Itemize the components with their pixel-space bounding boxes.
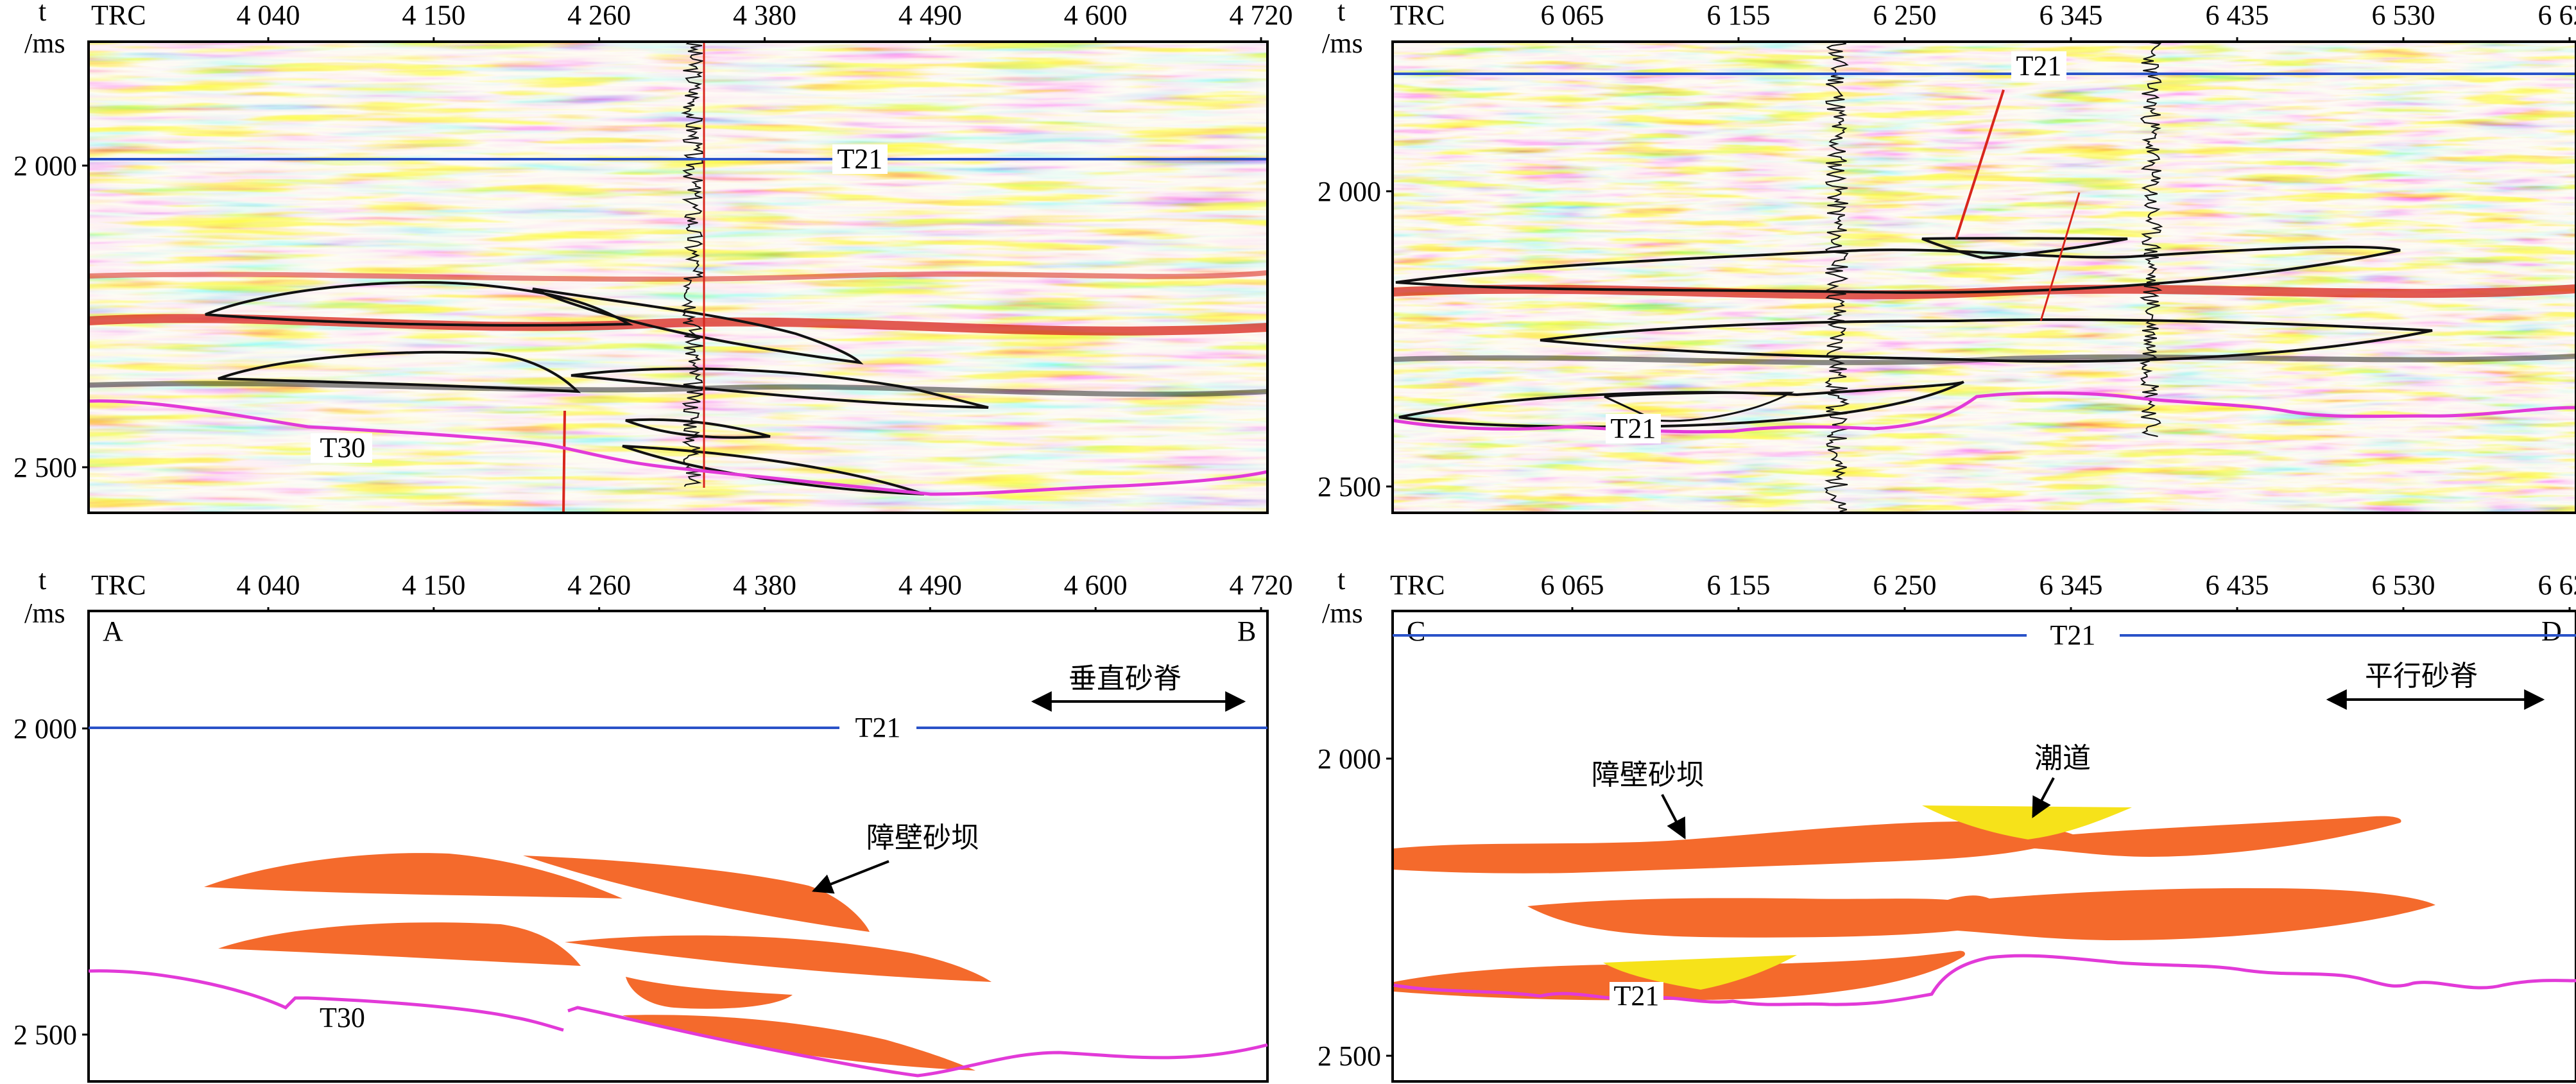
horizon-label-t21-bottom: T21: [1611, 413, 1656, 444]
seismic-section: [89, 42, 1267, 513]
trc-tick-labels: 4 040 4 150 4 260 4 380 4 490 4 600 4 720: [237, 0, 1293, 44]
horizon-lower-line: [1393, 391, 2576, 434]
trc-tick-labels: 6 065 6 155 6 250 6 345 6 435 6 530 6 620: [1541, 569, 2576, 614]
horizon-label-t21-top: T21: [2050, 619, 2096, 651]
trc-tick-label: 6 435: [2206, 0, 2269, 31]
well-log-trace: [2139, 42, 2163, 437]
well-log-trace: [680, 42, 705, 487]
time-tick-labels: 2 000 2 500: [13, 713, 89, 1051]
tidal-channels: [1603, 805, 2132, 990]
seismic-panel-right: t /ms TRC 6 065 6 155 6 250 6 345 6 435 6 530…: [1318, 0, 2576, 514]
axis-ms-label: /ms: [24, 28, 65, 59]
trc-tick-label: 6 345: [2039, 0, 2103, 31]
axis-ms-label: /ms: [24, 598, 65, 629]
horizon-t30-line: [88, 969, 564, 1032]
time-tick-labels: 2 000 2 500: [1318, 176, 1393, 503]
axis-t-label: t: [1337, 0, 1345, 27]
trc-tick-label: 4 150: [402, 569, 465, 601]
horizon-t30-line: [89, 399, 1267, 496]
time-tick-label: 2 500: [13, 1019, 77, 1051]
time-tick-label: 2 500: [1318, 1040, 1381, 1072]
trc-tick-label: 4 260: [567, 0, 631, 31]
axis-trc-label: TRC: [1390, 569, 1445, 601]
trc-tick-label: 4 490: [898, 569, 962, 601]
interpretation-panel-left: t /ms TRC 4 040 4 150 4 260 4 380 4 490 4 600…: [13, 564, 1293, 1083]
interpretation-panel-right: t /ms TRC 6 065 6 155 6 250 6 345 6 435 6 530…: [1318, 564, 2576, 1083]
trc-tick-label: 6 065: [1541, 0, 1604, 31]
well-log-trace: [1824, 42, 1850, 512]
trc-tick-label: 6 620: [2538, 569, 2576, 601]
trc-tick-label: 6 435: [2206, 569, 2269, 601]
corner-label-c: C: [1407, 615, 1425, 647]
horizon-label-t21-bottom: T21: [1614, 980, 1660, 1011]
trc-tick-label: 6 155: [1707, 0, 1771, 31]
horizon-label-t21: T21: [837, 143, 883, 175]
axis-trc-label: TRC: [91, 569, 146, 601]
trc-tick-label: 4 260: [567, 569, 631, 601]
axis-ms-label: /ms: [1322, 28, 1363, 59]
time-tick-label: 2 000: [1318, 743, 1381, 775]
time-tick-labels: 2 000 2 500: [1318, 743, 1393, 1072]
axis-t-label: t: [39, 564, 46, 596]
trc-tick-label: 4 040: [237, 569, 300, 601]
direction-label: 平行砂脊: [2365, 660, 2478, 692]
seismic-amplitude-image: [1393, 42, 2576, 513]
annotation-tidal-channel: 潮道: [2034, 743, 2091, 774]
horizon-label-t21: T21: [855, 712, 901, 743]
time-tick-labels: 2 000 2 500: [13, 150, 89, 483]
trc-tick-label: 6 065: [1541, 569, 1604, 601]
seismic-section: [1393, 42, 2576, 513]
trc-tick-label: 6 530: [2372, 0, 2435, 31]
seismic-panel-left: t /ms TRC 4 040 4 150 4 260 4 380 4 490 4 600…: [13, 0, 1293, 514]
trc-tick-labels: 6 065 6 155 6 250 6 345 6 435 6 530 6 620: [1541, 0, 2576, 44]
trc-tick-label: 4 720: [1230, 0, 1293, 31]
annotation-arrow: [1661, 794, 1686, 839]
annotation-barrier-sandbar: 障壁砂坝: [1592, 759, 1704, 791]
trc-tick-label: 4 150: [402, 0, 465, 31]
axis-t-label: t: [39, 0, 46, 27]
trc-tick-label: 6 155: [1707, 569, 1771, 601]
trc-tick-label: 6 250: [1873, 569, 1937, 601]
trc-tick-label: 4 380: [733, 569, 796, 601]
trc-tick-labels: 4 040 4 150 4 260 4 380 4 490 4 600 4 720: [237, 569, 1293, 614]
trc-tick-label: 6 250: [1873, 0, 1937, 31]
annotation-barrier-sandbar: 障壁砂坝: [866, 822, 979, 854]
barrier-sand-bars: [204, 853, 992, 1071]
panel-frame: [1391, 40, 2576, 514]
annotation-arrow: [812, 860, 889, 894]
trc-tick-label: 4 380: [733, 0, 796, 31]
horizon-label-t21-top: T21: [2016, 50, 2062, 82]
axis-trc-label: TRC: [1390, 0, 1445, 31]
time-tick-label: 2 500: [1318, 471, 1381, 503]
annotation-arrow: [2032, 777, 2055, 818]
trc-tick-label: 6 620: [2538, 0, 2576, 31]
trc-tick-label: 4 600: [1064, 0, 1128, 31]
corner-label-d: D: [2541, 615, 2562, 647]
trc-tick-label: 4 040: [237, 0, 300, 31]
trc-tick-label: 6 530: [2372, 569, 2435, 601]
time-tick-label: 2 000: [13, 150, 77, 182]
corner-label-b: B: [1237, 615, 1256, 647]
horizon-label-t30: T30: [320, 432, 366, 463]
time-tick-label: 2 500: [13, 452, 77, 483]
horizon-label-t30: T30: [320, 1002, 365, 1033]
axis-trc-label: TRC: [91, 0, 146, 31]
trc-tick-label: 6 345: [2039, 569, 2103, 601]
direction-label: 垂直砂脊: [1069, 663, 1181, 694]
axis-t-label: t: [1337, 564, 1345, 596]
time-tick-label: 2 000: [13, 713, 77, 744]
trc-tick-label: 4 600: [1064, 569, 1128, 601]
axis-ms-label: /ms: [1322, 598, 1363, 629]
trc-tick-label: 4 720: [1230, 569, 1293, 601]
corner-label-a: A: [103, 615, 123, 647]
trc-tick-label: 4 490: [898, 0, 962, 31]
panel-frame: [87, 40, 1269, 514]
time-tick-label: 2 000: [1318, 176, 1381, 207]
